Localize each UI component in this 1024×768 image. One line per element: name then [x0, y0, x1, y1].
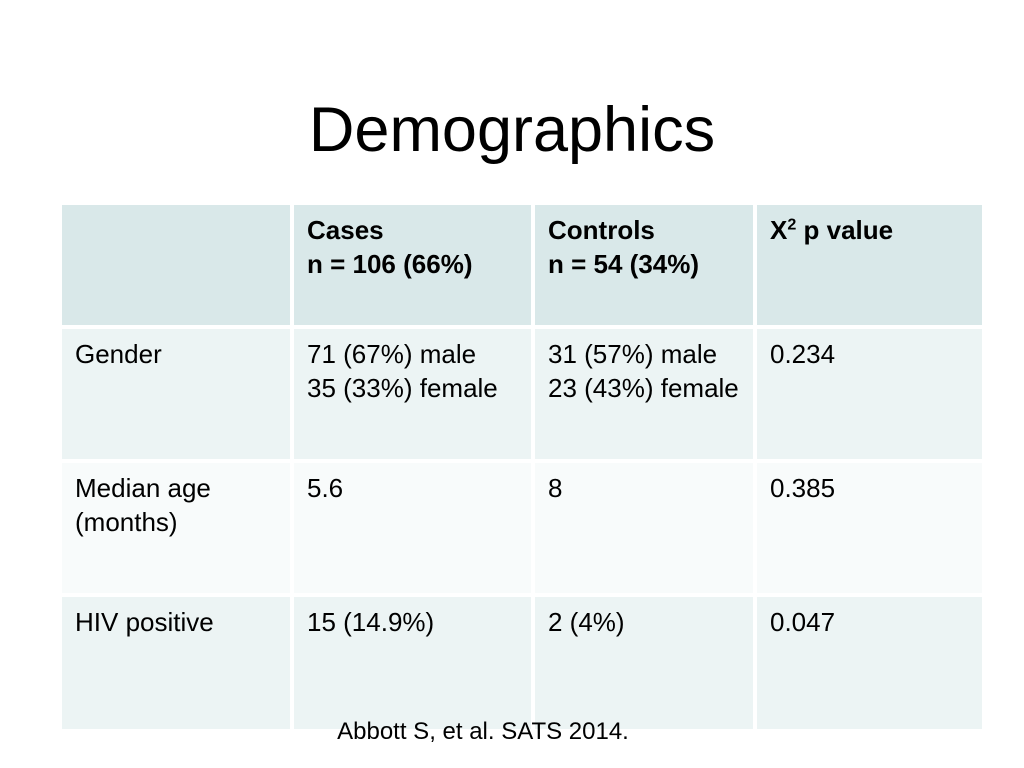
gender-cases-line1: 71 (67%) male: [307, 339, 477, 369]
row-hiv-label: HIV positive: [62, 597, 290, 729]
hiv-pvalue-text: 0.047: [770, 607, 836, 637]
pvalue-base: X: [770, 215, 788, 245]
header-cell-blank: [62, 205, 290, 325]
gender-controls-line2: 23 (43%) female: [548, 373, 739, 403]
row-medianage-label: Median age (months): [62, 463, 290, 593]
gender-cases-line2: 35 (33%) female: [307, 373, 498, 403]
hiv-controls-line1: 2 (4%): [548, 607, 625, 637]
pvalue-superscript: 2: [787, 215, 797, 234]
header-pvalue-text: X2 p value: [770, 213, 970, 247]
medianage-pvalue-text: 0.385: [770, 473, 836, 503]
page-title: Demographics: [308, 95, 716, 166]
row-hiv-pvalue: 0.047: [757, 597, 982, 729]
row-medianage-cases: 5.6: [294, 463, 531, 593]
header-controls-line1: Controls: [548, 215, 655, 245]
medianage-cases-line1: 5.6: [307, 473, 344, 503]
medianage-label-line1: Median age: [75, 473, 211, 503]
gender-controls-line1: 31 (57%) male: [548, 339, 718, 369]
row-gender-cases: 71 (67%) male 35 (33%) female: [294, 329, 531, 459]
hiv-label-line1: HIV positive: [75, 607, 214, 637]
header-cases-line1: Cases: [307, 215, 384, 245]
header-cell-controls: Controls n = 54 (34%): [535, 205, 753, 325]
gender-label-line1: Gender: [75, 339, 162, 369]
hiv-cases-line1: 15 (14.9%): [307, 607, 435, 637]
medianage-controls-line1: 8: [548, 473, 563, 503]
header-cases-line2: n = 106 (66%): [307, 249, 473, 279]
citation: Abbott S, et al. SATS 2014.: [337, 718, 629, 745]
gender-pvalue-text: 0.234: [770, 339, 836, 369]
header-controls-line2: n = 54 (34%): [548, 249, 700, 279]
pvalue-rest: p value: [796, 215, 894, 245]
row-medianage-pvalue: 0.385: [757, 463, 982, 593]
medianage-label-line2: (months): [75, 507, 178, 537]
row-medianage-controls: 8: [535, 463, 753, 593]
row-gender-label: Gender: [62, 329, 290, 459]
row-gender-pvalue: 0.234: [757, 329, 982, 459]
header-cell-cases: Cases n = 106 (66%): [294, 205, 531, 325]
header-cell-pvalue: X2 p value: [757, 205, 982, 325]
row-gender-controls: 31 (57%) male 23 (43%) female: [535, 329, 753, 459]
row-hiv-cases: 15 (14.9%): [294, 597, 531, 729]
demographics-table: Cases n = 106 (66%) Controls n = 54 (34%…: [62, 205, 982, 729]
row-hiv-controls: 2 (4%): [535, 597, 753, 729]
